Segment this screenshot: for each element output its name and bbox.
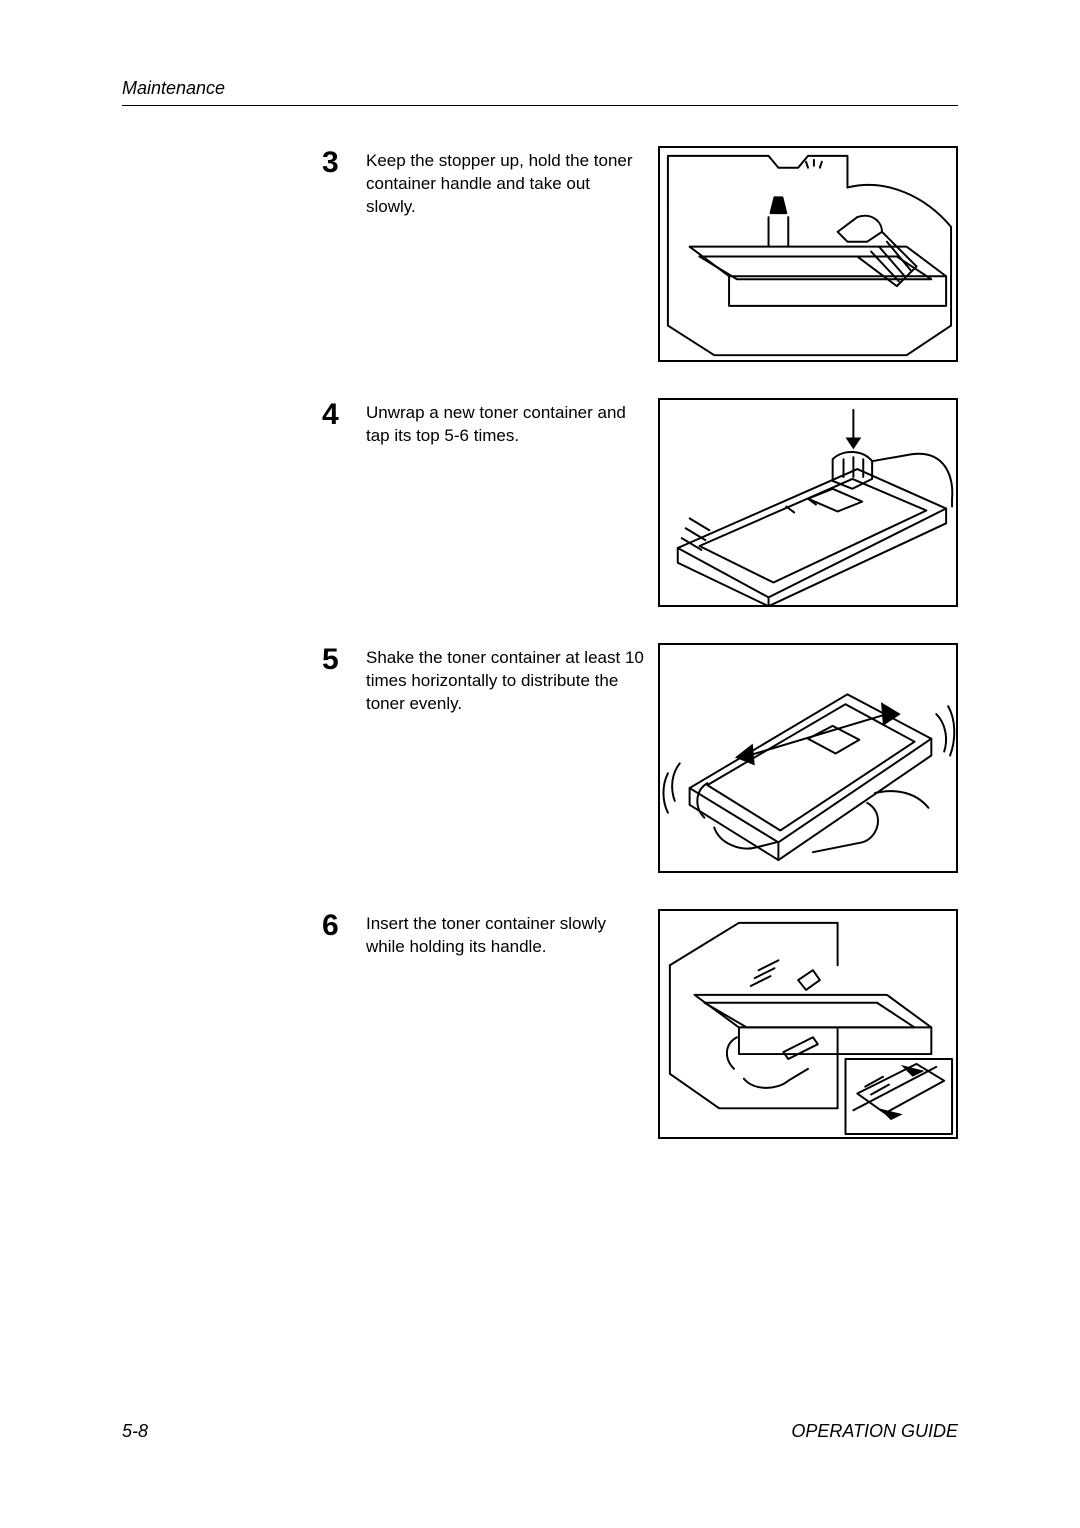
step: 6 Insert the toner container slowly whil… [322, 909, 958, 1139]
step-number: 6 [322, 909, 366, 941]
step-figure [658, 146, 958, 362]
step-text: Unwrap a new toner container and tap its… [366, 398, 658, 448]
step-number: 3 [322, 146, 366, 178]
step-figure [658, 909, 958, 1139]
step-text: Keep the stopper up, hold the toner cont… [366, 146, 658, 219]
step: 5 Shake the toner container at least 10 … [322, 643, 958, 873]
guide-label: OPERATION GUIDE [791, 1421, 958, 1442]
insert-toner-illustration [660, 911, 956, 1138]
printer-remove-toner-illustration [660, 148, 956, 361]
step: 4 Unwrap a new toner container and tap i… [322, 398, 958, 607]
tap-toner-illustration [660, 400, 956, 606]
step-text: Insert the toner container slowly while … [366, 909, 658, 959]
page-header: Maintenance [122, 78, 958, 106]
step: 3 Keep the stopper up, hold the toner co… [322, 146, 958, 362]
page-number: 5-8 [122, 1421, 148, 1442]
step-number: 5 [322, 643, 366, 675]
shake-toner-illustration [660, 645, 956, 872]
page-footer: 5-8 OPERATION GUIDE [122, 1421, 958, 1442]
page: Maintenance 3 Keep the stopper up, hold … [0, 0, 1080, 1528]
step-figure [658, 643, 958, 873]
step-figure [658, 398, 958, 607]
steps-list: 3 Keep the stopper up, hold the toner co… [322, 146, 958, 1139]
section-title: Maintenance [122, 78, 958, 99]
step-text: Shake the toner container at least 10 ti… [366, 643, 658, 716]
step-number: 4 [322, 398, 366, 430]
